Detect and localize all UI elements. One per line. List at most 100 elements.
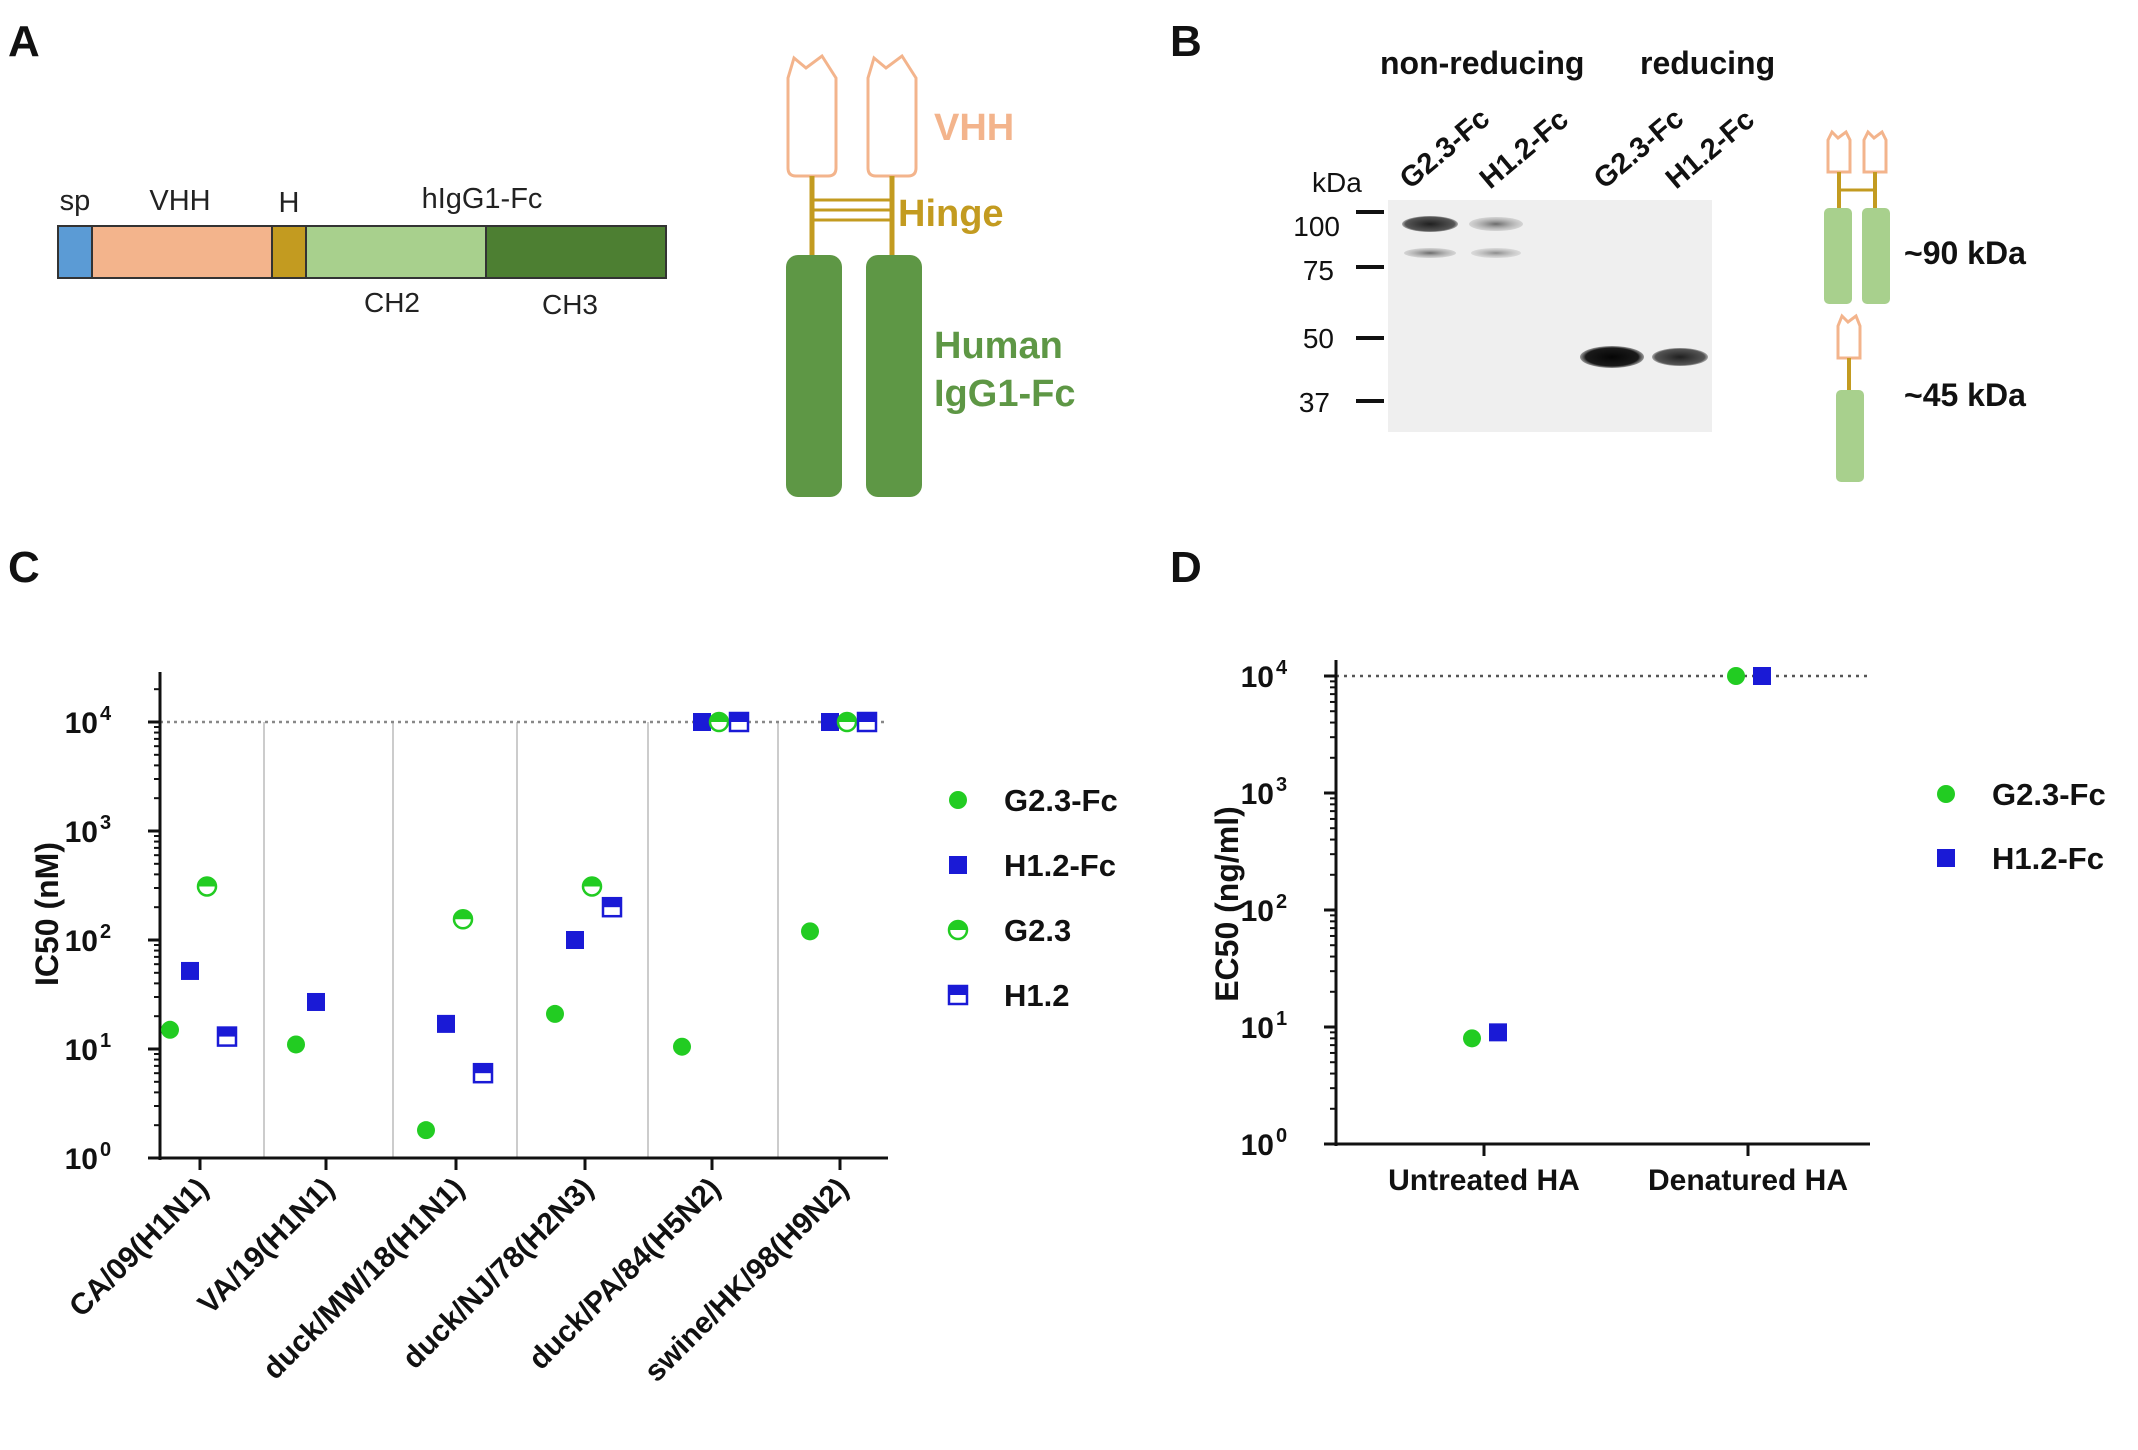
band-lane4-monomer xyxy=(1652,348,1708,366)
vhh-label: VHH xyxy=(149,185,210,217)
y-tick-exponent: 3 xyxy=(100,812,111,834)
panel-letter-d: D xyxy=(1170,543,1202,592)
legend-marker-h1.2-fill xyxy=(949,986,967,995)
monomer-vhh xyxy=(1836,313,1862,360)
data-point-g2.3 xyxy=(581,876,603,897)
y-tick-exponent: 1 xyxy=(1276,1008,1287,1030)
legend-marker-h1.2-fc xyxy=(1937,849,1955,867)
antibody-vhh-label: VHH xyxy=(934,107,1014,149)
data-point-h1.2-fc xyxy=(1489,1023,1507,1042)
legend-marker-h1.2-fc xyxy=(949,856,967,874)
data-point-g2.3-fill xyxy=(838,713,856,722)
hinge-segment xyxy=(271,225,307,279)
legend-marker-g2.3-fc xyxy=(1937,785,1955,803)
data-point-h1.2-fc-shape xyxy=(1753,667,1771,685)
data-point-g2.3-fc-shape xyxy=(161,1020,179,1039)
y-tick-label: 10 xyxy=(1241,778,1274,811)
y-tick-exponent: 4 xyxy=(100,703,112,725)
antibody-diagram: VHH Hinge Human IgG1-Fc xyxy=(786,53,1075,497)
y-tick-exponent: 3 xyxy=(1276,774,1287,796)
data-point-g2.3-fc-shape xyxy=(1727,667,1745,685)
marker-label-37: 37 xyxy=(1299,387,1330,418)
band-lane1-dimer xyxy=(1402,216,1458,232)
y-tick-exponent: 2 xyxy=(1276,891,1287,913)
data-point-group xyxy=(161,711,878,1140)
data-point-g2.3-fc-shape xyxy=(417,1121,435,1140)
legend-label: G2.3-Fc xyxy=(1004,783,1118,818)
y-tick-exponent: 0 xyxy=(100,1139,111,1161)
data-point-h1.2-fc-shape xyxy=(566,931,584,949)
data-point-g2.3-fc xyxy=(801,922,819,941)
gel-header-nonreducing: non-reducing xyxy=(1380,45,1584,81)
category-label: Untreated HA xyxy=(1388,1164,1580,1197)
marker-label-75: 75 xyxy=(1303,255,1334,286)
data-point-h1.2-fc-shape xyxy=(307,992,325,1011)
lane-label-1: G2.3-Fc xyxy=(1394,102,1496,195)
category-label: CA/09(H1N1) xyxy=(63,1172,215,1324)
y-axis-title: IC50 (nM) xyxy=(29,842,65,986)
monomer-size-label: ~45 kDa xyxy=(1904,377,2026,413)
fc-chain-right xyxy=(866,255,922,497)
y-tick-label: 10 xyxy=(1241,1129,1274,1162)
marker-label-100: 100 xyxy=(1293,211,1340,242)
mw-markers: 100 75 50 37 xyxy=(1293,210,1384,418)
legend-marker-g2.3 xyxy=(947,919,969,941)
ch2-label: CH2 xyxy=(364,287,420,318)
antibody-fc-line2: IgG1-Fc xyxy=(934,373,1075,415)
data-point-g2.3-fc-shape xyxy=(546,1004,564,1023)
y-tick-label: 10 xyxy=(1241,661,1274,694)
data-point-g2.3-fc xyxy=(546,1004,564,1023)
data-point-h1.2-fc-shape xyxy=(181,961,199,980)
data-point-h1.2 xyxy=(728,711,750,733)
legend-marker-g2.3-fc xyxy=(949,791,967,809)
data-point-h1.2-fc xyxy=(437,1014,455,1033)
panel-b: B non-reducing reducing G2.3-Fc H1.2-Fc … xyxy=(1170,17,2026,482)
data-point-g2.3-fc xyxy=(287,1035,305,1054)
data-point-g2.3-fc-shape xyxy=(673,1037,691,1056)
data-point-h1.2 xyxy=(601,896,623,918)
vhh-domain-left xyxy=(786,53,838,178)
category-label: Denatured HA xyxy=(1648,1164,1848,1197)
panel-letter-c: C xyxy=(8,543,40,592)
gel-header-reducing: reducing xyxy=(1640,45,1775,81)
legend-label: H1.2-Fc xyxy=(1992,841,2104,876)
antibody-fc-line1: Human xyxy=(934,325,1063,367)
data-point-h1.2-fc-shape xyxy=(821,713,839,731)
monomer-icon xyxy=(1836,313,1864,482)
data-point-g2.3-fc-shape xyxy=(801,922,819,941)
y-tick-exponent: 2 xyxy=(100,921,111,943)
legend-marker-g2.3-fc-shape xyxy=(1937,785,1955,803)
y-axis-title: EC50 (ng/ml) xyxy=(1209,806,1245,1002)
marker-label-50: 50 xyxy=(1303,323,1334,354)
data-point-g2.3-fill xyxy=(710,713,728,722)
panel-a: A sp VHH H hIgG1-Fc CH2 CH3 VHH Hinge xyxy=(8,17,1075,497)
data-point-h1.2-fc xyxy=(566,931,584,949)
band-lane1-dimer-minor xyxy=(1404,248,1456,258)
y-tick-label: 10 xyxy=(1241,895,1274,928)
data-point-g2.3-fc xyxy=(673,1037,691,1056)
legend: G2.3-Fc H1.2-Fc G2.3 H1.2 xyxy=(947,783,1118,1013)
legend-marker-h1.2 xyxy=(947,984,969,1006)
data-point-g2.3-fc xyxy=(1463,1029,1481,1048)
legend-marker-h1.2-fc-shape xyxy=(1937,849,1955,867)
y-tick-label: 10 xyxy=(1241,1012,1274,1045)
sp-segment xyxy=(57,225,93,279)
band-lane3-monomer xyxy=(1580,346,1644,368)
y-tick-exponent: 1 xyxy=(100,1030,111,1052)
data-point-h1.2 xyxy=(856,711,878,733)
sp-label: sp xyxy=(60,185,91,217)
dimer-vhh-right xyxy=(1862,129,1888,174)
vhh-domain-right xyxy=(866,53,918,178)
y-tick-label: 10 xyxy=(65,925,98,958)
y-tick-label: 10 xyxy=(65,816,98,849)
dimer-fc-right xyxy=(1862,208,1890,304)
data-point-h1.2-fc-shape xyxy=(437,1014,455,1033)
data-point-h1.2-fc xyxy=(821,713,839,731)
vhh-segment xyxy=(91,225,273,279)
data-point-h1.2-fill xyxy=(474,1064,492,1074)
legend-label: H1.2-Fc xyxy=(1004,848,1116,883)
